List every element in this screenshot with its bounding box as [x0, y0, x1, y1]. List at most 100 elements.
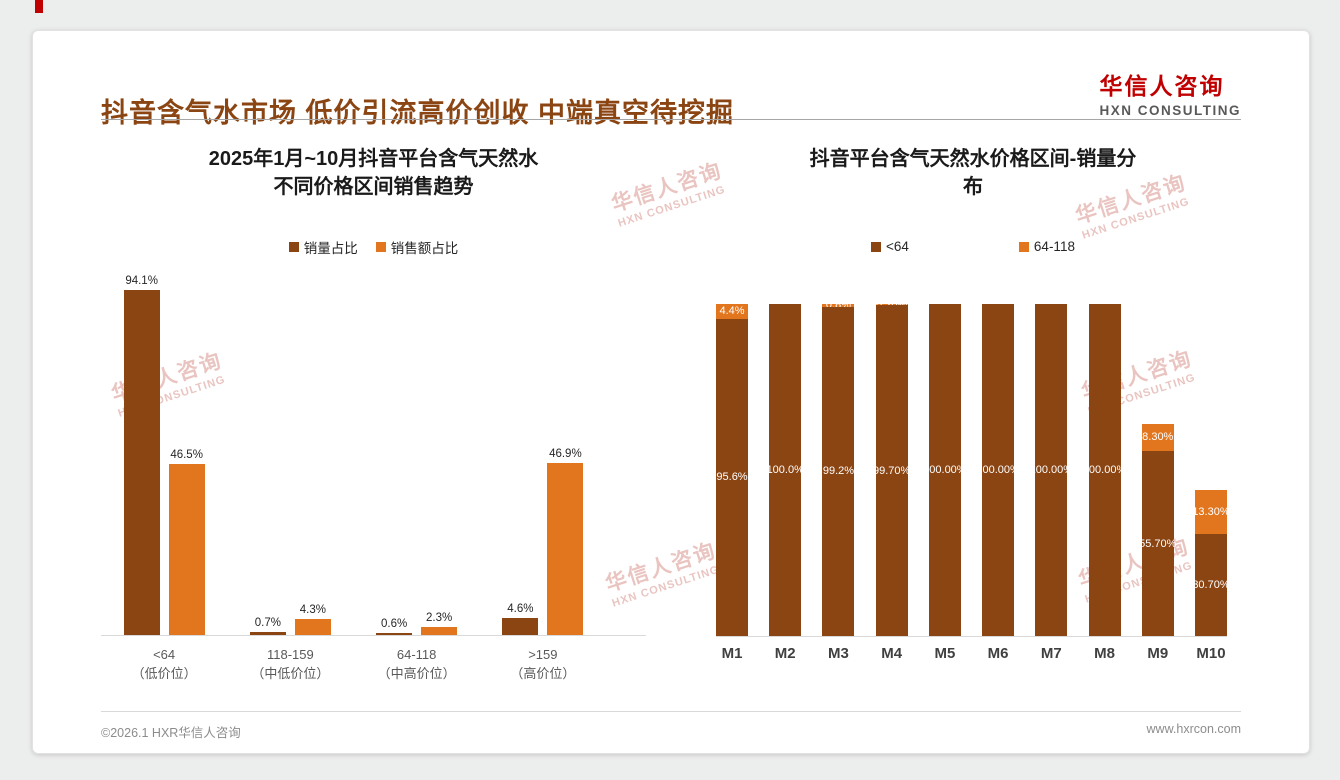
- x-axis-label: M5: [934, 645, 956, 662]
- bar: [123, 289, 160, 635]
- bar: [502, 618, 539, 635]
- bar-with-label: 0.6%: [376, 269, 413, 635]
- bar-value-label: 0.6%: [381, 617, 408, 630]
- x-axis-label: M3: [828, 645, 849, 662]
- bar-with-label: 46.9%: [547, 269, 584, 635]
- stacked-bar: 0.8% 99.2%: [822, 299, 855, 636]
- footer-website: www.hxrcon.com: [1146, 722, 1241, 736]
- x-axis-labels: <64 （低价位） 118-159 （中低价位） 64-118 （中高价位） >159 （高价…: [101, 645, 646, 683]
- bar-value-label: 4.6%: [507, 603, 534, 616]
- bar-segment: 99.70%: [873, 305, 910, 636]
- x-axis-label: M6: [987, 645, 1009, 662]
- legend-swatch: [288, 242, 299, 252]
- segment-value-label: 95.6%: [716, 471, 748, 484]
- bar-group: 0.7% 4.3%: [227, 269, 353, 635]
- company-logo: 华信人咨询 HXN CONSULTING: [1100, 67, 1242, 118]
- legend-label: 销量占比: [303, 241, 358, 256]
- top-left-red-accent: [35, 0, 43, 13]
- x-axis-label: M7: [1040, 645, 1062, 662]
- legend-swatch: [375, 242, 386, 252]
- legend-label: 64-118: [1033, 239, 1075, 254]
- bar-plot-area: 94.1% 46.5% 0.7% 4.3% 0.6% 2.3% 4.6% 46.9%: [101, 269, 646, 636]
- chart-title-line2: 不同价格区间销售趋势: [273, 176, 474, 198]
- segment-value-label: 100.0%: [766, 464, 804, 476]
- stacked-bar: 100.00%: [976, 304, 1020, 636]
- bar-group: 4.6% 46.9%: [480, 269, 606, 635]
- chart-monthly-volume-mix: 抖音平台含气天然水价格区间-销量分 布 <64 64-118 4.4% 95.6% 1…: [693, 143, 1253, 719]
- bar-segment: 100.0%: [766, 304, 804, 636]
- bar-segment: 100.00%: [976, 304, 1020, 636]
- stacked-bar: 8.30% 55.70%: [1139, 304, 1177, 636]
- stacked-bar-plot-area: 4.4% 95.6% 100.0% 0.8%99.2% 0.20%99.70% 0.00%…: [716, 298, 1230, 637]
- bar: [249, 632, 286, 635]
- chart-price-band-trend: 2025年1月~10月抖音平台含气天然水 不同价格区间销售趋势 销量占比 销售额占…: [101, 143, 646, 719]
- segment-value-label: 55.70%: [1139, 537, 1177, 550]
- segment-value-label: 13.30%: [1192, 506, 1230, 519]
- chart-title-line1: 2025年1月~10月抖音平台含气天然水: [208, 148, 539, 170]
- legend-label: <64: [886, 239, 909, 254]
- chart-title-line2: 布: [963, 176, 983, 198]
- stacked-bar: 100.00%: [1083, 304, 1126, 636]
- logo-en-text: HXN CONSULTING: [1099, 103, 1241, 118]
- x-axis-label: M9: [1147, 645, 1169, 662]
- chart-legend: <64 64-118: [693, 239, 1253, 254]
- bar-with-label: 0.7%: [249, 269, 286, 635]
- header-divider: [101, 119, 1241, 120]
- chart-title: 2025年1月~10月抖音平台含气天然水 不同价格区间销售趋势: [101, 143, 646, 201]
- stacked-bar: 100.0%: [766, 304, 804, 636]
- x-axis-label: M10: [1196, 645, 1226, 662]
- chart-title-line1: 抖音平台含气天然水价格区间-销量分: [809, 148, 1137, 170]
- x-axis-label: M2: [774, 645, 796, 662]
- bar: [421, 626, 458, 635]
- segment-value-label: 100.00%: [923, 464, 967, 476]
- footer-copyright: ©2026.1 HXR华信人咨询: [101, 726, 241, 740]
- slide-footer: ©2026.1 HXR华信人咨询 www.hxrcon.com: [101, 711, 1241, 741]
- x-axis-labels: M1 M2 M3 M4 M5 M6 M7 M8 M9 M10: [716, 645, 1227, 662]
- bar-segment: 4.4%: [716, 304, 748, 319]
- bar-segment: 95.6%: [716, 318, 748, 636]
- legend-swatch: [1018, 241, 1029, 252]
- bar-segment: 8.30%: [1141, 423, 1174, 452]
- bar-group: 0.6% 2.3%: [354, 269, 480, 635]
- legend-swatch: [871, 241, 882, 252]
- page-title: 抖音含气水市场 低价引流高价创收 中端真空待挖掘: [101, 98, 735, 129]
- stacked-bar: 100.00%: [1030, 304, 1073, 636]
- stacked-bar: 0.00%100.00%: [923, 298, 967, 636]
- bar-value-label: 0.7%: [254, 617, 281, 630]
- legend-item: 销量占比: [288, 237, 358, 257]
- bar-segment: 99.2%: [822, 306, 855, 636]
- x-axis-label: M1: [721, 645, 743, 662]
- chart-legend: 销量占比 销售额占比: [101, 237, 646, 257]
- segment-value-label: 100.00%: [1082, 464, 1127, 476]
- bar-value-label: 94.1%: [125, 274, 158, 287]
- bar-segment: 100.00%: [1030, 304, 1073, 636]
- segment-value-label: 99.2%: [822, 465, 855, 478]
- bar-value-label: 2.3%: [426, 611, 453, 624]
- logo-cn-text: 华信人咨询: [1099, 73, 1225, 99]
- x-axis-label: M8: [1094, 645, 1115, 662]
- bar-group: 94.1% 46.5%: [101, 269, 227, 635]
- bar-segment: 55.70%: [1139, 451, 1177, 636]
- x-axis-label: 64-118 （中高价位）: [377, 647, 456, 681]
- bar-with-label: 46.5%: [168, 269, 205, 635]
- bar-value-label: 46.5%: [170, 449, 203, 462]
- x-axis-label: >159 （高价位）: [510, 647, 576, 681]
- segment-value-label: 4.4%: [719, 305, 745, 318]
- bar-with-label: 4.3%: [294, 269, 331, 635]
- bar-segment: 30.70%: [1192, 534, 1230, 636]
- bar-segment: 100.00%: [1083, 304, 1126, 636]
- legend-item: 64-118: [1018, 239, 1075, 254]
- bar: [376, 632, 413, 635]
- bar-value-label: 4.3%: [299, 604, 326, 617]
- segment-value-label: 100.00%: [976, 464, 1020, 476]
- bar-with-label: 4.6%: [502, 269, 539, 635]
- legend-item: 销售额占比: [375, 237, 459, 257]
- bar-with-label: 2.3%: [421, 269, 458, 635]
- segment-value-label: 30.70%: [1192, 579, 1230, 592]
- slide-card: 抖音含气水市场 低价引流高价创收 中端真空待挖掘 华信人咨询 HXN CONSU…: [32, 30, 1310, 754]
- bar-value-label: 46.9%: [549, 447, 582, 460]
- stacked-bar: 13.30% 30.70%: [1192, 304, 1230, 636]
- legend-label: 销售额占比: [390, 241, 459, 256]
- chart-title: 抖音平台含气天然水价格区间-销量分 布: [693, 143, 1253, 201]
- bar: [168, 464, 205, 635]
